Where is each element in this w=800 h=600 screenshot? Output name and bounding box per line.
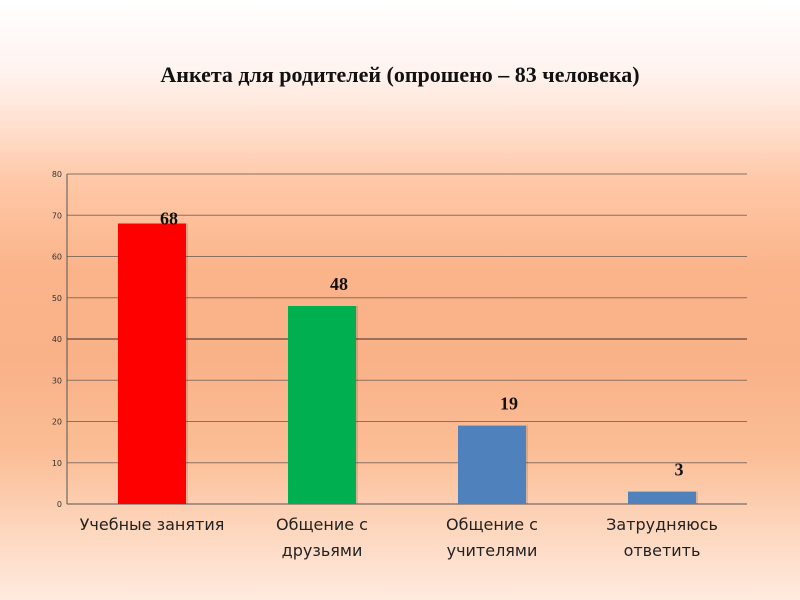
y-tick-label: 10 xyxy=(52,459,62,468)
x-tick-label: учителями xyxy=(447,541,538,560)
y-tick-label: 0 xyxy=(57,500,62,509)
x-tick-label: ответить xyxy=(624,541,701,560)
x-tick-label: Общение с xyxy=(276,515,368,534)
y-tick-label: 80 xyxy=(52,170,62,179)
y-tick-label: 40 xyxy=(52,335,62,344)
bar xyxy=(288,306,356,504)
y-tick-label: 30 xyxy=(52,376,62,385)
y-tick-label: 60 xyxy=(52,253,62,262)
data-label: 19 xyxy=(500,394,518,414)
bar xyxy=(118,223,186,504)
chart-title: Анкета для родителей (опрошено – 83 чело… xyxy=(160,62,640,87)
data-label: 3 xyxy=(675,460,684,480)
bar xyxy=(458,425,526,504)
bar xyxy=(628,491,696,504)
y-tick-label: 70 xyxy=(52,211,62,220)
data-label: 48 xyxy=(330,274,348,294)
x-tick-label: Общение с xyxy=(446,515,538,534)
data-label: 68 xyxy=(160,209,178,229)
y-tick-label: 50 xyxy=(52,294,62,303)
x-tick-label: друзьями xyxy=(282,541,363,560)
x-tick-label: Затрудняюсь xyxy=(606,515,718,534)
y-tick-label: 20 xyxy=(52,418,62,427)
x-tick-label: Учебные занятия xyxy=(80,515,225,534)
